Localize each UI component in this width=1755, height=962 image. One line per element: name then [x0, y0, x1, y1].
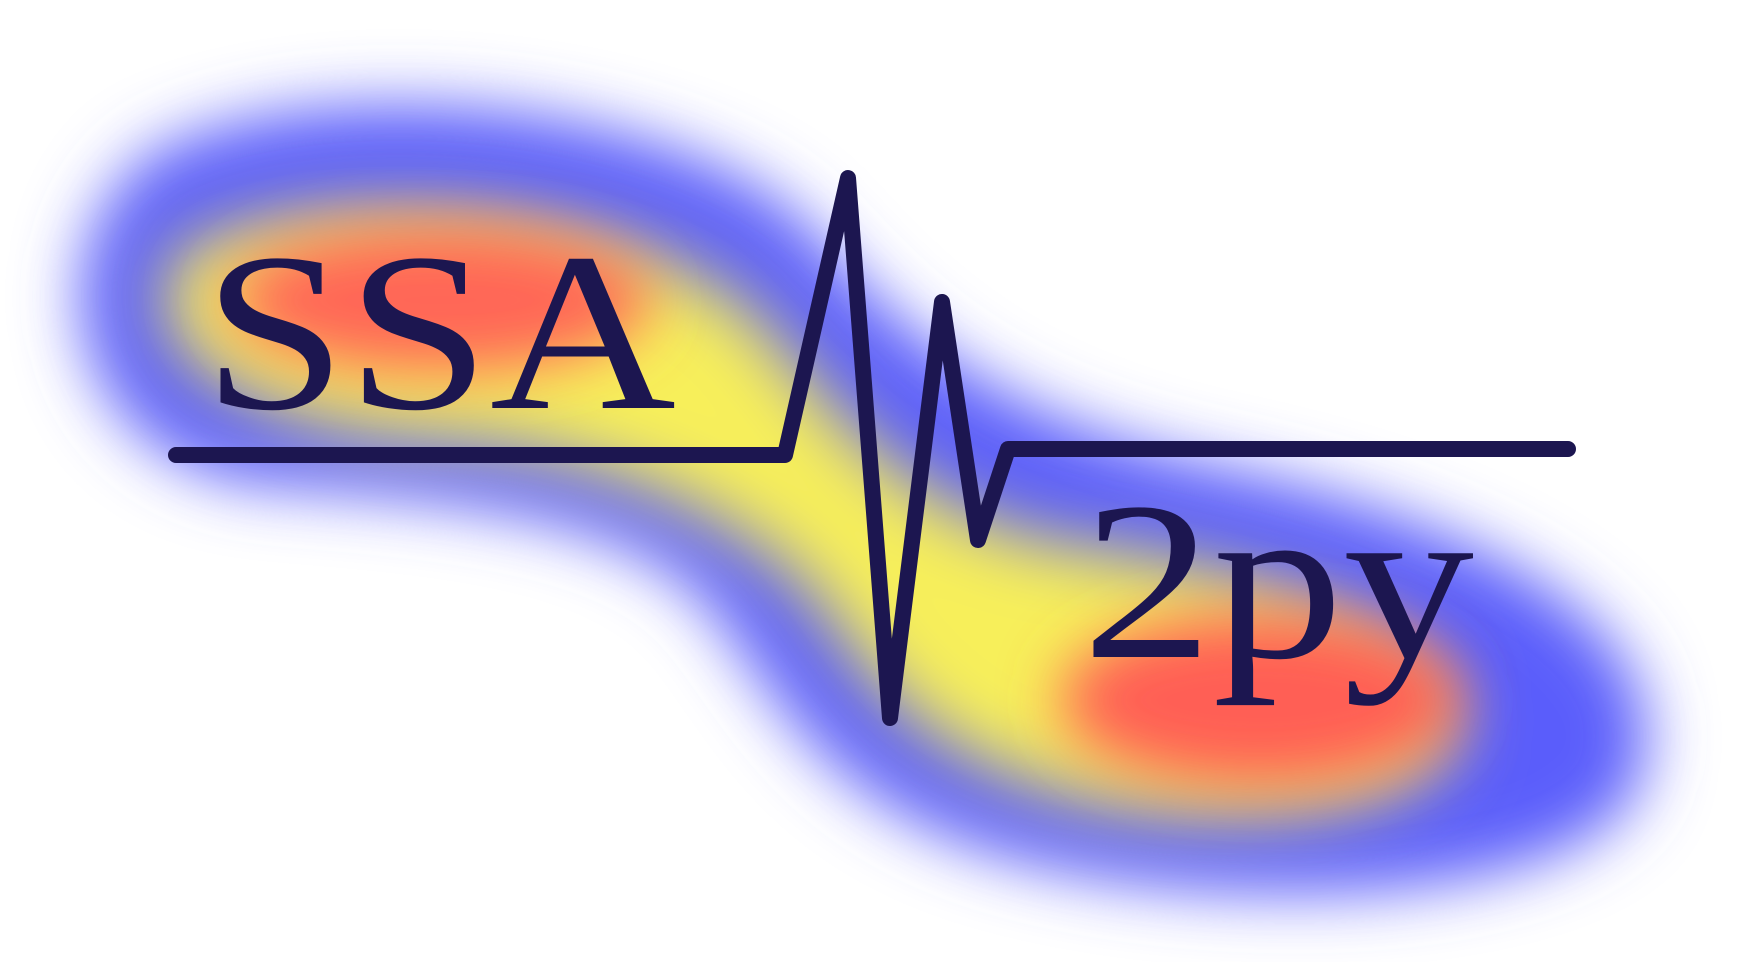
seismogram-line-icon	[168, 170, 1576, 726]
glow-core-right	[1060, 615, 1460, 785]
glow-core-left	[230, 228, 650, 372]
heatmap-glow-icon	[80, 105, 1647, 893]
logo-title-top: SSA	[203, 207, 676, 457]
logo-title-bottom: 2py	[1082, 456, 1474, 706]
